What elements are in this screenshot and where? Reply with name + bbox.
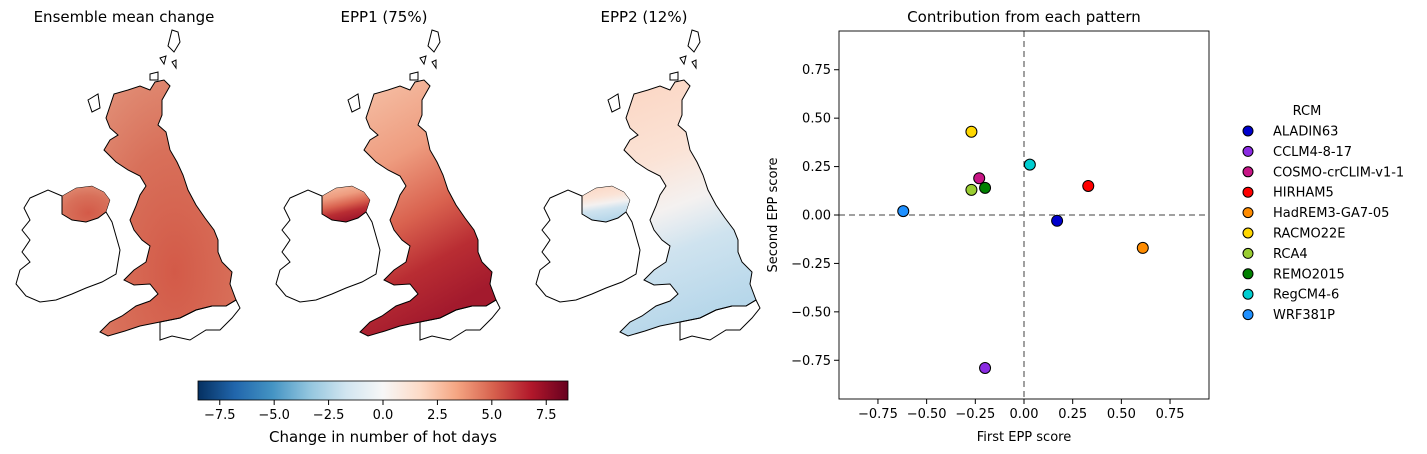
point-remo2015 (979, 181, 992, 194)
legend-marker (1242, 268, 1254, 280)
point-hadrem3-ga7-05 (1136, 241, 1149, 254)
map-ensemble-mean: Ensemble mean change (15, 8, 241, 341)
map-title: EPP1 (75%) (341, 8, 428, 26)
legend-label: HIRHAM5 (1273, 186, 1334, 201)
legend-marker (1242, 186, 1254, 198)
x-tick-label: −0.50 (907, 407, 947, 422)
northern-ireland-coastline (61, 185, 111, 223)
island-outline (347, 93, 361, 113)
colorbar-tick-label: 0.0 (373, 408, 394, 423)
legend-label: COSMO-crCLIM-v1-1 (1273, 165, 1404, 180)
y-tick-label: −0.50 (791, 305, 831, 320)
colorbar-tick-label: −2.5 (313, 408, 345, 423)
great-britain-coastline (359, 79, 497, 337)
island-outline (159, 55, 167, 66)
legend-marker (1242, 145, 1254, 157)
legend-marker (1242, 288, 1254, 300)
island-outline (419, 55, 427, 66)
island-outline (679, 55, 687, 66)
legend-marker (1242, 227, 1254, 239)
chart-title: Contribution from each pattern (907, 8, 1141, 26)
legend-label: CCLM4-8-17 (1273, 145, 1352, 160)
colorbar-tick-label: −5.0 (258, 408, 290, 423)
y-tick-label: 0.00 (802, 209, 831, 224)
point-wrf381p (897, 205, 910, 218)
map-epp1: EPP1 (75%) (275, 8, 501, 341)
y-tick-label: −0.75 (791, 354, 831, 369)
northern-ireland-shape (322, 186, 370, 222)
legend: RCM ALADIN63 CCLM4-8-17 COSMO-crCLIM-v1-1 H… (1242, 104, 1404, 323)
france-coastline (679, 299, 761, 341)
colorbar-tick-label: 2.5 (427, 408, 448, 423)
x-tick-label: −0.25 (955, 407, 995, 422)
legend-marker (1242, 125, 1254, 137)
great-britain-shape (620, 80, 756, 336)
colorbar-tick-label: −7.5 (204, 408, 236, 423)
island-outline (167, 29, 181, 53)
legend-label: HadREM3-GA7-05 (1273, 206, 1389, 221)
legend-label: RCA4 (1273, 247, 1308, 262)
point-racmo22e (965, 125, 978, 138)
legend-label: RACMO22E (1273, 227, 1345, 242)
colorbar-label: Change in number of hot days (269, 428, 497, 446)
colorbar: −7.5 −5.0 −2.5 0.0 2.5 5.0 7.5 Change in numbe… (197, 380, 569, 446)
northern-ireland-coastline (581, 185, 631, 223)
legend-label: RegCM4-6 (1273, 288, 1339, 303)
scatter-chart: Contribution from each pattern −0.75 −0.5… (766, 8, 1404, 445)
colorbar-tick-label: 5.0 (481, 408, 502, 423)
island-outline (87, 93, 101, 113)
colorbar-gradient (197, 380, 569, 401)
legend-marker (1242, 207, 1254, 219)
great-britain-shape (360, 80, 496, 336)
x-axis-label: First EPP score (977, 430, 1071, 445)
island-outline (171, 59, 177, 70)
northern-ireland-coastline (321, 185, 371, 223)
northern-ireland-shape (582, 186, 630, 222)
legend-marker (1242, 247, 1254, 259)
y-tick-label: 0.25 (802, 160, 831, 175)
x-tick-label: 0.75 (1156, 407, 1185, 422)
y-tick-label: −0.25 (791, 257, 831, 272)
island-outline (409, 71, 419, 81)
point-cclm4-8-17 (979, 362, 992, 375)
legend-label: REMO2015 (1273, 267, 1345, 282)
great-britain-coastline (99, 79, 237, 337)
legend-marker (1242, 309, 1254, 321)
island-outline (431, 59, 437, 70)
island-outline (691, 59, 697, 70)
map-title: Ensemble mean change (34, 8, 215, 26)
legend-marker (1242, 166, 1254, 178)
y-axis-label: Second EPP score (766, 158, 781, 273)
point-rca4 (965, 183, 978, 196)
island-outline (687, 29, 701, 53)
legend-label: ALADIN63 (1273, 125, 1338, 140)
great-britain-coastline (619, 79, 757, 337)
x-tick-label: 0.25 (1058, 407, 1087, 422)
y-tick-label: 0.75 (802, 63, 831, 78)
great-britain-shape (100, 80, 236, 336)
map-title: EPP2 (12%) (601, 8, 688, 26)
x-tick-label: 0.00 (1010, 407, 1039, 422)
point-aladin63 (1051, 214, 1064, 227)
colorbar-tick-label: 7.5 (536, 408, 557, 423)
legend-label: WRF381P (1273, 308, 1335, 323)
island-outline (669, 71, 679, 81)
x-tick-label: −0.75 (858, 407, 898, 422)
northern-ireland-shape (62, 186, 110, 222)
france-coastline (419, 299, 501, 341)
y-tick-label: 0.50 (802, 112, 831, 127)
island-outline (607, 93, 621, 113)
point-cosmo-crclim-v1-1 (973, 172, 986, 185)
island-outline (427, 29, 441, 53)
legend-title: RCM (1293, 104, 1322, 119)
island-outline (149, 71, 159, 81)
france-coastline (159, 299, 241, 341)
x-tick-label: 0.50 (1107, 407, 1136, 422)
point-regcm4-6 (1023, 158, 1036, 171)
map-epp2: EPP2 (12%) (535, 8, 761, 341)
point-hirham5 (1082, 179, 1095, 192)
